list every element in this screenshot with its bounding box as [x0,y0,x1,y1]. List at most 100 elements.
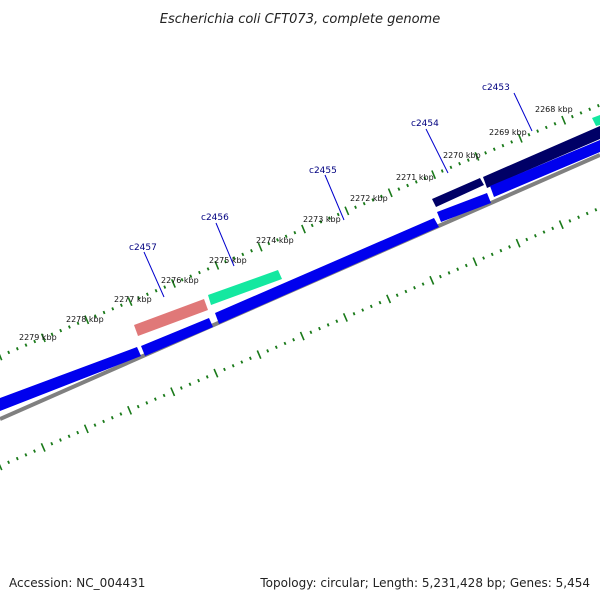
gene-feature-c2456[interactable] [208,270,282,305]
minor-tick [466,158,470,162]
major-tick [344,206,350,216]
major-tick [474,151,480,161]
gene-feature-reverse[interactable] [0,347,141,411]
gene-feature-c2454[interactable] [432,178,484,207]
major-tick [84,315,90,325]
minor-tick [449,165,453,170]
minor-tick [568,219,572,223]
kbp-label: 2275 kbp [209,256,247,265]
minor-tick [438,274,442,279]
minor-tick [189,274,193,278]
kbp-label: 2277 kbp [114,295,152,304]
minor-tick [570,114,574,119]
minor-tick [594,208,598,212]
minor-tick [153,397,157,401]
minor-tick [188,382,192,387]
minor-tick [15,456,19,461]
gene-feature-c2453[interactable] [483,126,600,188]
minor-tick [588,107,592,112]
minor-tick [145,401,149,405]
minor-tick [527,132,531,137]
kbp-label: 2271 kbp [396,173,434,182]
minor-tick [482,256,486,260]
minor-tick [533,234,537,238]
minor-tick [102,310,106,315]
kbp-label: 2269 kbp [489,128,527,137]
minor-tick [544,125,548,130]
kbp-label: 2276 kbp [161,276,199,285]
minor-tick [326,323,330,327]
minor-tick [362,201,366,206]
minor-tick [231,364,235,368]
minor-tick [490,252,494,257]
major-tick [0,353,3,361]
minor-tick [119,303,123,307]
leader-line [143,251,165,298]
leader-line [215,222,235,267]
minor-tick [380,194,383,199]
minor-tick [413,286,416,290]
minor-tick [352,312,356,316]
minor-tick [335,319,339,323]
kbp-label: 2268 kbp [535,105,573,114]
minor-tick [224,259,227,264]
minor-tick [137,296,141,300]
minor-tick [15,347,19,351]
minor-tick [145,292,149,297]
major-tick [558,220,564,230]
minor-tick [7,460,11,465]
minor-tick [404,289,408,294]
inner-tick-row [0,208,598,471]
kbp-label: 2278 kbp [66,315,104,324]
minor-tick [542,230,546,234]
minor-tick [458,161,462,166]
minor-tick [205,375,209,379]
minor-tick [163,285,167,289]
minor-tick [33,339,37,344]
minor-tick [50,332,54,336]
minor-tick [293,230,297,235]
major-tick [40,442,46,452]
minor-tick [484,151,488,155]
gene-feature-reverse[interactable] [215,218,439,324]
minor-tick [180,278,184,282]
minor-tick [536,129,540,133]
gene-label-c2456: c2456 [201,213,229,223]
minor-tick [440,169,444,173]
major-tick [301,224,306,234]
minor-tick [464,263,468,268]
minor-tick [510,140,514,144]
outer-tick-row [0,103,600,361]
minor-tick [292,338,296,342]
minor-tick [119,412,123,416]
genome-summary-text: Topology: circular; Length: 5,231,428 bp… [259,576,590,590]
kbp-label-group: 2268 kbp 2269 kbp 2270 kbp 2271 kbp 2272… [19,105,573,342]
minor-tick [421,282,425,286]
minor-tick [585,211,589,216]
gene-label-c2455: c2455 [309,166,337,176]
minor-tick [319,220,323,224]
minor-tick [553,122,557,126]
minor-tick [250,249,253,253]
minor-tick [354,205,357,209]
minor-tick [551,226,555,231]
kbp-label: 2273 kbp [303,215,341,224]
minor-tick [50,441,54,446]
major-tick [127,405,133,415]
minor-tick [33,449,36,453]
gene-feature-c2457[interactable] [134,299,208,336]
minor-tick [577,215,581,219]
minor-tick [284,234,288,239]
major-tick [517,133,523,143]
gene-feature-reverse[interactable] [437,193,491,222]
gene-feature-partial[interactable] [592,115,600,126]
gene-feature-reverse[interactable] [490,140,600,197]
gene-label-c2454: c2454 [411,119,439,129]
leader-line [513,92,533,132]
minor-tick [162,393,166,398]
minor-tick [102,419,106,424]
major-tick [472,257,478,267]
minor-tick [406,183,410,188]
gene-feature-reverse[interactable] [141,318,213,356]
